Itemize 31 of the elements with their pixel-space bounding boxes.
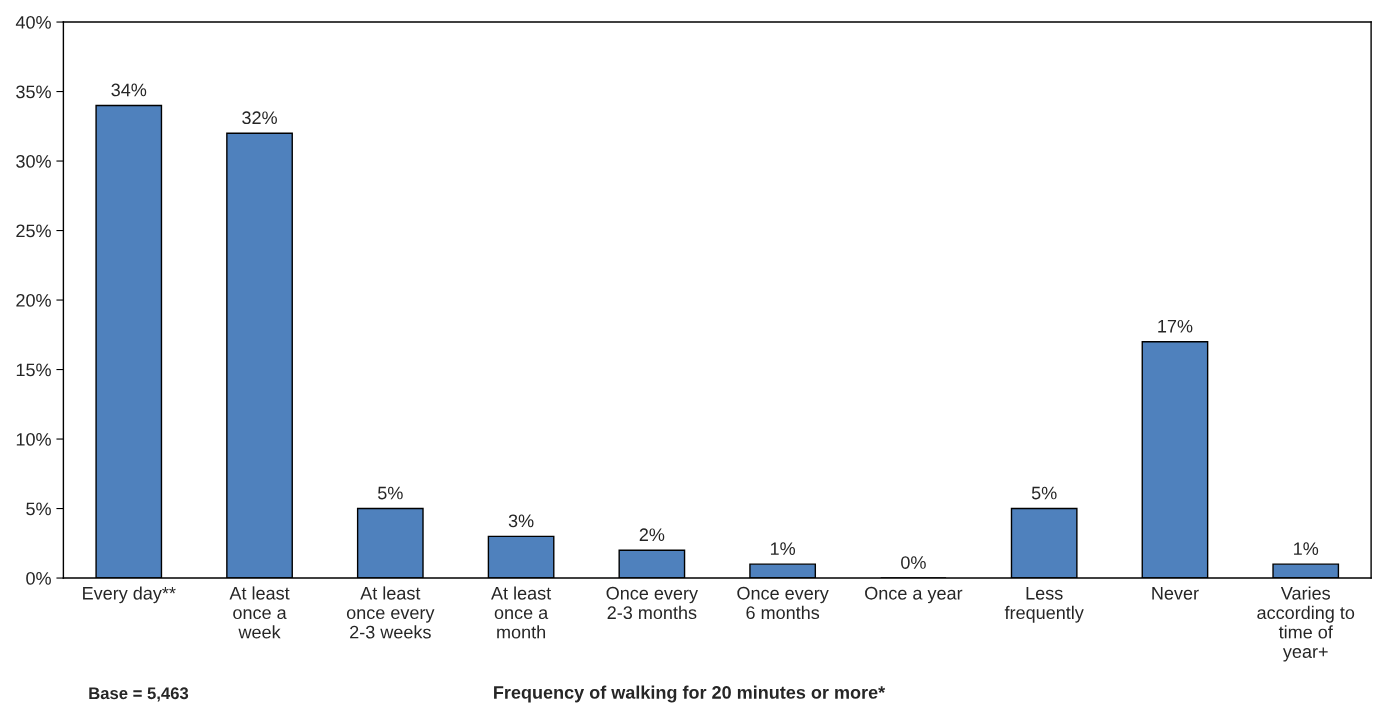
x-tick-label: At least once a week bbox=[229, 586, 290, 639]
x-tick-label: Once every 2-3 months bbox=[606, 586, 698, 620]
x-tick-label: Every day** bbox=[83, 586, 176, 604]
x-axis-title: Frequency of walking for 20 minutes or more* bbox=[494, 685, 886, 703]
data-label: 34% bbox=[111, 83, 147, 97]
data-label: 0% bbox=[901, 556, 926, 569]
y-tick-label: 20% bbox=[16, 293, 51, 307]
data-label: 3% bbox=[508, 514, 534, 528]
x-tick-label: Once every 6 months bbox=[737, 586, 829, 620]
x-tick-label: At least once a month bbox=[491, 586, 552, 639]
data-label: 5% bbox=[377, 486, 403, 500]
y-tick-label: 0% bbox=[26, 571, 51, 585]
data-label: 1% bbox=[1294, 542, 1319, 555]
y-tick-label: 35% bbox=[16, 85, 51, 99]
y-tick-label: 15% bbox=[16, 363, 51, 377]
y-tick-label: 5% bbox=[26, 502, 51, 516]
data-label: 17% bbox=[1158, 319, 1193, 333]
data-label: 32% bbox=[242, 111, 277, 125]
y-tick-label: 40% bbox=[15, 15, 51, 29]
x-tick-label: At least once every 2-3 weeks bbox=[346, 586, 435, 639]
data-label: 1% bbox=[770, 542, 796, 555]
y-tick-label: 30% bbox=[16, 154, 51, 168]
x-tick-label: Less frequently bbox=[1004, 587, 1084, 623]
y-tick-label: 25% bbox=[16, 224, 51, 238]
x-tick-label: Varies according to time of year+ bbox=[1257, 586, 1355, 662]
text: Base = 5,463 bbox=[89, 687, 189, 702]
y-tick-label: 10% bbox=[16, 432, 51, 446]
data-label: 2% bbox=[639, 528, 665, 542]
data-label: 5% bbox=[1031, 486, 1057, 500]
x-tick-label: Once a year bbox=[865, 586, 963, 604]
x-tick-label: Never bbox=[1152, 587, 1199, 600]
